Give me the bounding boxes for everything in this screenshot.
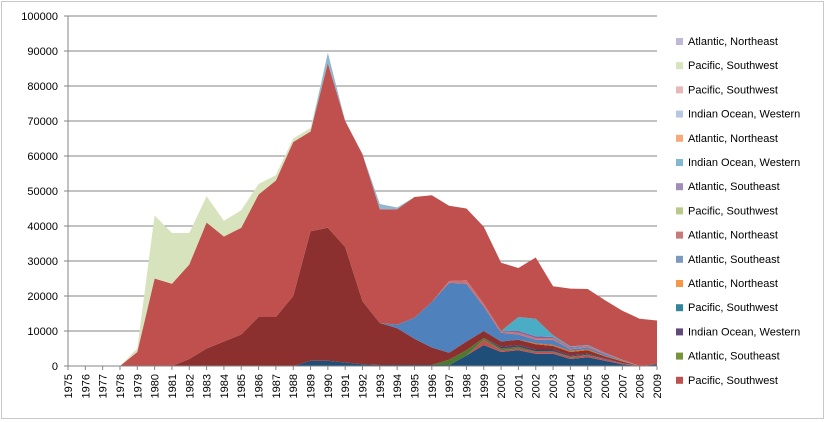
x-tick-label: 1984 (219, 374, 231, 398)
legend-swatch (676, 376, 683, 384)
legend-swatch (676, 159, 683, 166)
area-series (68, 52, 657, 366)
x-tick-label: 1983 (202, 374, 214, 398)
x-tick-label: 1999 (479, 374, 491, 398)
x-tick-label: 1990 (323, 374, 335, 398)
legend-label: Indian Ocean, Western (688, 326, 800, 338)
area-series-5 (68, 227, 657, 366)
legend-swatch (676, 352, 683, 360)
legend-swatch (676, 183, 683, 191)
legend-label: Indian Ocean, Western (688, 157, 800, 169)
legend: Atlantic, Northeast Pacific, Southwest Pac… (676, 36, 800, 387)
x-tick-label: 1988 (288, 374, 300, 398)
legend-label: Pacific, Southwest (688, 205, 778, 217)
y-tick-label: 50000 (27, 186, 58, 198)
x-tick-label: 2001 (513, 374, 525, 398)
area-series-3 (68, 338, 657, 366)
x-tick-label: 1996 (427, 374, 439, 398)
x-tick-label: 2006 (600, 374, 612, 398)
x-tick-label: 1980 (150, 374, 162, 398)
x-tick-label: 1982 (184, 374, 196, 398)
legend-label: Atlantic, Southeast (688, 351, 780, 363)
legend-label: Pacific, Southwest (688, 84, 778, 96)
x-tick-label: 2004 (565, 374, 577, 398)
x-tick-label: 1989 (306, 374, 318, 398)
x-tick-label: 2003 (548, 374, 560, 398)
x-tick-label: 1998 (461, 374, 473, 398)
x-tick-label: 1977 (98, 374, 110, 398)
y-tick-label: 20000 (27, 291, 58, 303)
legend-label: Pacific, Southwest (688, 302, 778, 314)
area-series-2 (68, 339, 657, 366)
x-tick-label: 1986 (254, 374, 266, 398)
y-tick-label: 60000 (27, 151, 58, 163)
legend-swatch (676, 110, 683, 118)
legend-swatch (676, 255, 683, 263)
legend-label: Atlantic, Southeast (688, 181, 780, 193)
legend-label: Atlantic, Northeast (688, 278, 778, 290)
x-tick-label: 2008 (635, 374, 647, 398)
area-series-10 (68, 227, 657, 366)
x-tick-label: 2009 (652, 374, 664, 398)
area-series-1 (68, 345, 657, 366)
x-tick-labels: 1975 1976 1977 1978 1979 1980 1981 1982 1983 1984… (63, 374, 664, 398)
x-tick-label: 2002 (531, 374, 543, 398)
x-tick-label: 2007 (617, 374, 629, 398)
x-tick-label: 1995 (409, 374, 421, 398)
x-tick-label: 1997 (444, 374, 456, 398)
x-tick-label: 1979 (132, 374, 144, 398)
axes (64, 15, 658, 370)
legend-label: Atlantic, Northeast (688, 36, 778, 48)
x-tick-label: 1975 (63, 374, 75, 398)
x-tick-label: 2000 (496, 374, 508, 398)
legend-label: Indian Ocean, Western (688, 109, 800, 121)
y-tick-label: 70000 (27, 116, 58, 128)
y-tick-label: 40000 (27, 221, 58, 233)
legend-label: Pacific, Southwest (688, 60, 778, 72)
legend-swatch (676, 231, 683, 239)
x-tick-label: 1987 (271, 374, 283, 398)
legend-swatch (676, 38, 683, 45)
x-tick-label: 1994 (392, 374, 404, 398)
y-tick-label: 80000 (27, 81, 58, 93)
x-tick-label: 1985 (236, 374, 248, 398)
legend-swatch (676, 62, 683, 70)
legend-swatch (676, 304, 683, 312)
x-tick-label: 2005 (583, 374, 595, 398)
y-tick-label: 10000 (27, 326, 58, 338)
legend-label: Pacific, Southwest (688, 375, 778, 387)
x-tick-label: 1991 (340, 374, 352, 398)
y-tick-label: 0 (52, 361, 58, 373)
legend-swatch (676, 328, 683, 336)
y-tick-labels: 0 10000 20000 30000 40000 50000 60000 70000 8000… (21, 11, 58, 373)
x-tick-label: 1976 (80, 374, 92, 398)
x-tick-label: 1992 (358, 374, 370, 398)
legend-label: Atlantic, Northeast (688, 133, 778, 145)
x-tick-label: 1993 (375, 374, 387, 398)
area-series-7 (68, 227, 657, 366)
legend-swatch (676, 207, 683, 215)
legend-swatch (676, 134, 683, 142)
legend-swatch (676, 86, 683, 94)
y-tick-label: 90000 (27, 46, 58, 58)
area-series-15 (68, 63, 657, 366)
y-tick-label: 30000 (27, 256, 58, 268)
x-tick-label: 1978 (115, 374, 127, 398)
legend-swatch (676, 280, 683, 287)
legend-label: Atlantic, Southeast (688, 254, 780, 266)
x-tick-label: 1981 (167, 374, 179, 398)
y-tick-label: 100000 (21, 11, 58, 23)
legend-label: Atlantic, Northeast (688, 230, 778, 242)
